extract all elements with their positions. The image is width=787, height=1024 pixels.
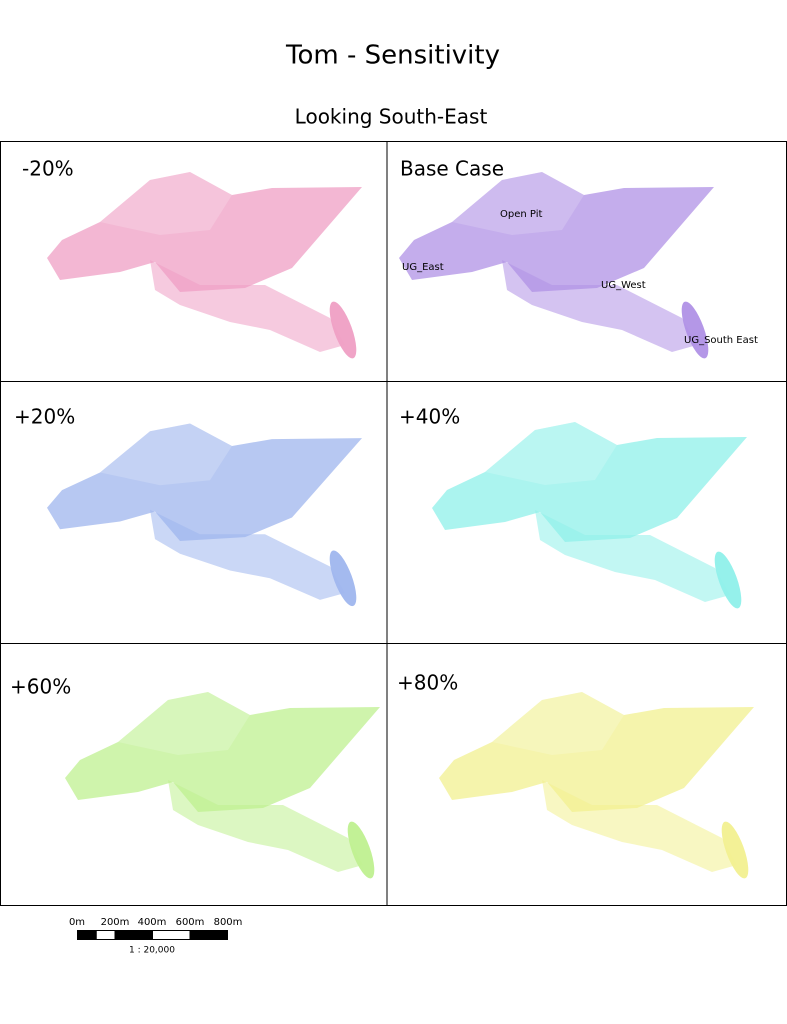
annotation: Open Pit (500, 209, 542, 220)
model-shape (432, 422, 747, 612)
panel-label: +60% (10, 675, 71, 699)
scale-label: 800m (214, 917, 243, 928)
model-shape (65, 692, 380, 882)
annotation: UG_West (601, 280, 646, 291)
model-shape (47, 423, 362, 609)
scale-label: 0m (69, 917, 85, 928)
scale-label: 600m (176, 917, 205, 928)
scale-label: 400m (138, 917, 167, 928)
model-shape (399, 172, 714, 362)
panel-label: +20% (14, 405, 75, 429)
model-shape (439, 692, 754, 882)
annotation: UG_East (402, 262, 444, 273)
panel-label: +40% (399, 405, 460, 429)
subtitle: Looking South-East (295, 105, 488, 129)
annotation: UG_South East (684, 335, 758, 346)
scale-ratio: 1 : 20,000 (129, 946, 175, 956)
panel-label: Base Case (400, 157, 504, 181)
panel-label: -20% (22, 157, 74, 181)
scale-label: 200m (101, 917, 130, 928)
scale-bar (77, 930, 228, 940)
panel-label: +80% (397, 671, 458, 695)
title: Tom - Sensitivity (285, 41, 500, 71)
model-shape (47, 172, 362, 362)
